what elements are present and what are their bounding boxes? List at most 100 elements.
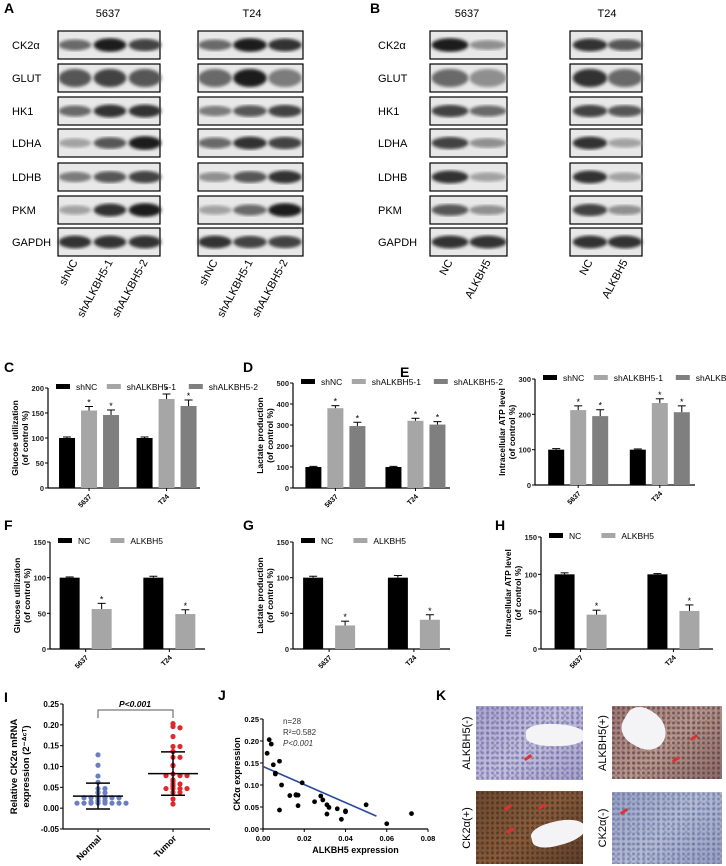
- y-axis-title: (of control %): [265, 568, 275, 623]
- y-tick-label: 150: [524, 533, 537, 542]
- protein-band: [431, 235, 469, 249]
- data-point: [184, 785, 190, 792]
- data-point: [177, 725, 183, 731]
- bar: [651, 403, 668, 485]
- y-tick-label: 0: [527, 481, 531, 490]
- data-point: [95, 752, 101, 758]
- bar: [629, 449, 646, 485]
- data-point: [266, 737, 272, 743]
- data-point: [318, 793, 324, 799]
- legend-label: shALKBH5-2: [209, 382, 258, 392]
- protein-band: [268, 203, 302, 217]
- protein-band: [469, 138, 507, 148]
- blot-strip: [57, 96, 162, 126]
- legend: [301, 538, 368, 543]
- data-point: [177, 754, 183, 760]
- bar: [158, 399, 175, 488]
- protein-band: [431, 136, 469, 150]
- lane-label: shALKBH5-2: [110, 258, 150, 320]
- significance-marker: *: [414, 409, 418, 419]
- significance-marker: *: [428, 606, 432, 616]
- protein-band: [93, 38, 127, 52]
- lane-label: shALKBH5-1: [75, 258, 115, 320]
- protein-band: [93, 171, 127, 183]
- x-tick-label: 5637: [74, 654, 90, 670]
- protein-label: PKM: [378, 205, 402, 217]
- stats-annotation: n=28: [283, 717, 302, 726]
- protein-band: [58, 171, 92, 183]
- y-tick-label: 0.25: [244, 715, 259, 724]
- panel-label-e: E: [400, 364, 409, 380]
- protein-label: CK2α: [12, 40, 40, 52]
- x-tick-label: 5637: [569, 654, 585, 670]
- legend-label: shALKBH5-1: [614, 373, 663, 383]
- arrow-icon: [523, 753, 533, 762]
- legend-label: ALKBH5: [373, 536, 406, 546]
- y-tick-label: 0: [285, 484, 289, 493]
- y-tick-label: 0.15: [43, 742, 59, 751]
- lane-label: shALKBH5-1: [215, 258, 255, 320]
- data-point: [88, 799, 94, 805]
- protein-band: [268, 69, 302, 87]
- data-point: [163, 785, 169, 792]
- blot-strip: [569, 30, 643, 60]
- y-tick-label: 0.15: [244, 759, 259, 768]
- y-axis-title: (of control %): [513, 565, 523, 620]
- legend: [58, 538, 125, 543]
- protein-band: [469, 40, 507, 50]
- data-point: [326, 805, 332, 810]
- panel-label-h: H: [495, 517, 505, 533]
- y-axis-title: (of control %): [265, 408, 275, 463]
- protein-band: [198, 39, 232, 51]
- data-point: [116, 800, 122, 806]
- y-tick-label: -0.05: [41, 825, 60, 834]
- legend-swatch: [549, 533, 563, 538]
- protein-band: [93, 104, 127, 118]
- protein-band: [572, 136, 608, 150]
- bar: [180, 406, 197, 488]
- data-point: [272, 771, 278, 777]
- data-point: [95, 773, 101, 779]
- panel-label-j: J: [218, 687, 226, 703]
- blot-strip: [57, 227, 162, 257]
- y-tick-label: 100: [31, 434, 44, 443]
- bar: [81, 410, 98, 488]
- ihc-image-alkbh5-negative: [476, 706, 583, 780]
- significance-bracket: [97, 709, 174, 718]
- data-point: [384, 821, 390, 827]
- legend-swatch: [593, 375, 608, 380]
- y-tick-label: 0.20: [43, 721, 59, 730]
- bar: [91, 609, 112, 649]
- y-axis-title: (of control %): [507, 404, 517, 459]
- protein-band: [58, 138, 92, 148]
- significance-marker: *: [598, 401, 602, 411]
- bar: [175, 614, 196, 649]
- y-tick-label: 50: [38, 609, 46, 618]
- protein-band: [607, 39, 643, 51]
- bar: [429, 424, 446, 488]
- blot-strip: [57, 30, 162, 60]
- lane-label: ALKBH5: [463, 258, 493, 301]
- data-point: [177, 773, 183, 779]
- x-tick-label: T24: [664, 654, 678, 668]
- x-tick-label: 0.04: [338, 834, 353, 843]
- legend-swatch: [675, 375, 690, 380]
- bar: [419, 619, 440, 649]
- protein-band: [431, 38, 469, 52]
- protein-band: [233, 136, 267, 150]
- protein-band: [233, 38, 267, 52]
- bar: [136, 438, 153, 488]
- protein-label: CK2α: [378, 40, 406, 52]
- lane-label: shALKBH5-2: [250, 258, 290, 320]
- x-tick-label: T24: [406, 493, 420, 507]
- data-point: [270, 762, 276, 768]
- y-axis-title: Glucose utilization: [12, 558, 22, 634]
- data-point: [170, 796, 176, 802]
- protein-band: [128, 104, 162, 118]
- data-point: [334, 806, 340, 812]
- protein-label: LDHB: [12, 172, 41, 184]
- data-point: [295, 803, 301, 809]
- cell-line-header: T24: [598, 8, 617, 20]
- arrow-icon: [619, 807, 629, 816]
- data-point: [279, 782, 284, 788]
